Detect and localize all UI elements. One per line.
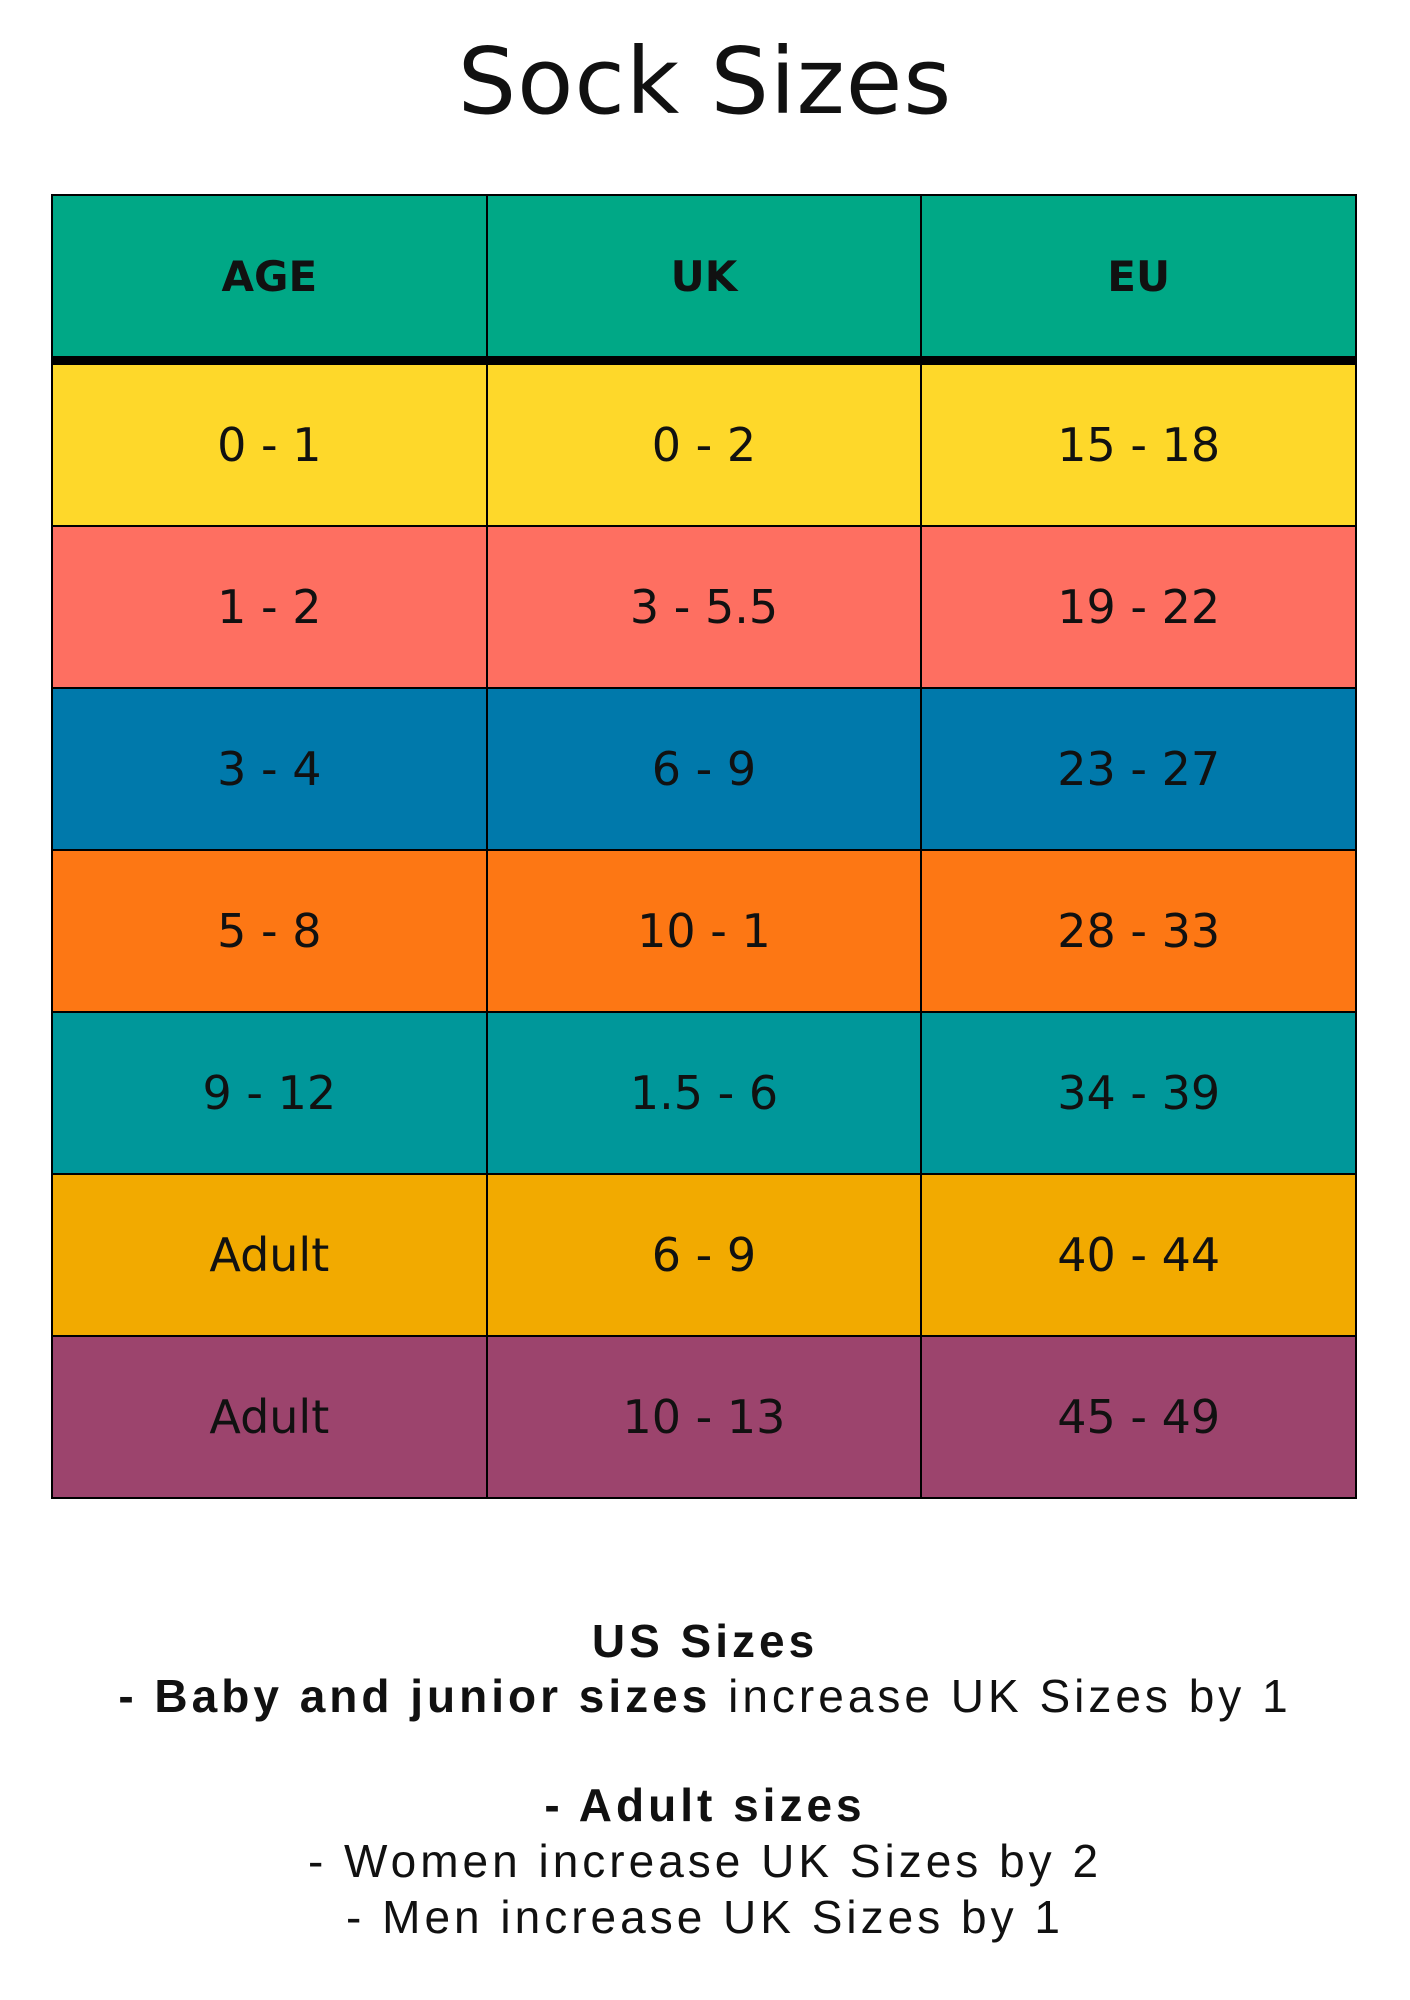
table-cell: 3 - 4: [51, 687, 488, 851]
notes-heading: US Sizes: [591, 1615, 819, 1667]
column-header: EU: [920, 194, 1357, 365]
notes-subheading: - Adult sizes: [544, 1779, 866, 1831]
table-cell: 15 - 18: [920, 359, 1357, 527]
column-header: AGE: [51, 194, 488, 365]
note-text: increase UK Sizes by 1: [728, 1670, 1292, 1722]
table-cell: 28 - 33: [920, 849, 1357, 1013]
table-head: AGE UK EU: [51, 194, 1357, 365]
table-row: 5 - 8 10 - 1 28 - 33: [51, 849, 1357, 1013]
table-cell: 6 - 9: [485, 1173, 923, 1337]
table-cell: 1.5 - 6: [485, 1011, 923, 1175]
table-cell: 23 - 27: [920, 687, 1357, 851]
table-cell: 19 - 22: [920, 525, 1357, 689]
table-cell: Adult: [51, 1173, 488, 1337]
column-header: UK: [485, 194, 923, 365]
header-row: AGE UK EU: [51, 194, 1357, 365]
table-cell: 9 - 12: [51, 1011, 488, 1175]
notes-line: - Women increase UK Sizes by 2: [307, 1835, 1103, 1887]
title: Sock Sizes: [457, 28, 953, 135]
table-cell: 5 - 8: [51, 849, 488, 1013]
table-row: Adult 6 - 9 40 - 44: [51, 1173, 1357, 1337]
table-cell: 0 - 2: [485, 359, 923, 527]
table-cell: 10 - 13: [485, 1335, 923, 1499]
table-cell: 3 - 5.5: [485, 525, 923, 689]
table-cell: 0 - 1: [51, 359, 488, 527]
table-cell: 6 - 9: [485, 687, 923, 851]
table-cell: 34 - 39: [920, 1011, 1357, 1175]
table-cell: 10 - 1: [485, 849, 923, 1013]
table-row: Adult 10 - 13 45 - 49: [51, 1335, 1357, 1499]
notes-line: - Baby and junior sizes increase UK Size…: [0, 1668, 1410, 1724]
note-bold: - Baby and junior sizes: [118, 1670, 712, 1722]
table-cell: 1 - 2: [51, 525, 488, 689]
table-cell: 45 - 49: [920, 1335, 1357, 1499]
notes-line: - Men increase UK Sizes by 1: [346, 1891, 1064, 1943]
table-row: 9 - 12 1.5 - 6 34 - 39: [51, 1011, 1357, 1175]
table-cell: 40 - 44: [920, 1173, 1357, 1337]
table-cell: Adult: [51, 1335, 488, 1499]
